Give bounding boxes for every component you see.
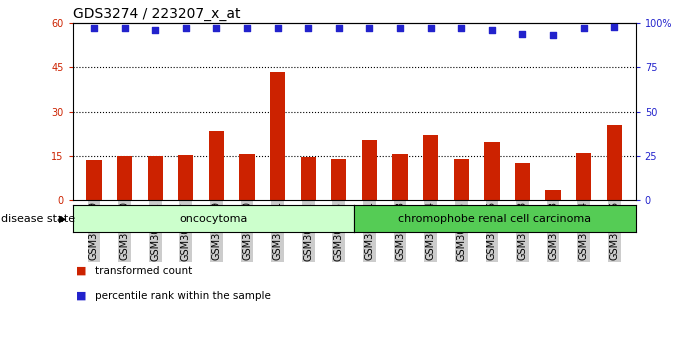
Point xyxy=(119,25,130,31)
Bar xyxy=(423,135,438,200)
Text: transformed count: transformed count xyxy=(95,266,193,276)
Bar xyxy=(362,139,377,200)
Point xyxy=(241,25,252,31)
Bar xyxy=(239,154,255,200)
Point xyxy=(272,25,283,31)
Bar xyxy=(453,159,469,200)
Bar xyxy=(209,131,224,200)
Text: oncocytoma: oncocytoma xyxy=(179,213,247,224)
Bar xyxy=(484,142,500,200)
Bar xyxy=(607,125,622,200)
Point xyxy=(180,25,191,31)
Bar xyxy=(117,156,132,200)
Point xyxy=(88,25,100,31)
Point xyxy=(364,25,375,31)
Point xyxy=(547,33,558,38)
Point xyxy=(609,24,620,29)
Bar xyxy=(576,153,591,200)
Point xyxy=(211,25,222,31)
Bar xyxy=(392,154,408,200)
Bar xyxy=(178,155,193,200)
Point xyxy=(486,27,498,33)
Point xyxy=(456,25,467,31)
Bar xyxy=(545,190,560,200)
Text: ■: ■ xyxy=(76,266,86,276)
Text: ■: ■ xyxy=(76,291,86,301)
Bar xyxy=(301,157,316,200)
Bar xyxy=(270,72,285,200)
Text: disease state: disease state xyxy=(1,213,75,224)
Bar xyxy=(331,159,346,200)
Bar xyxy=(86,160,102,200)
Bar xyxy=(515,163,530,200)
Text: GDS3274 / 223207_x_at: GDS3274 / 223207_x_at xyxy=(73,7,240,21)
Point xyxy=(578,25,589,31)
Bar xyxy=(148,156,163,200)
Text: chromophobe renal cell carcinoma: chromophobe renal cell carcinoma xyxy=(399,213,591,224)
Text: ▶: ▶ xyxy=(59,213,67,224)
Point xyxy=(150,27,161,33)
Point xyxy=(395,25,406,31)
Point xyxy=(303,25,314,31)
Point xyxy=(425,25,436,31)
Point xyxy=(517,31,528,36)
Point xyxy=(333,25,344,31)
Text: percentile rank within the sample: percentile rank within the sample xyxy=(95,291,272,301)
